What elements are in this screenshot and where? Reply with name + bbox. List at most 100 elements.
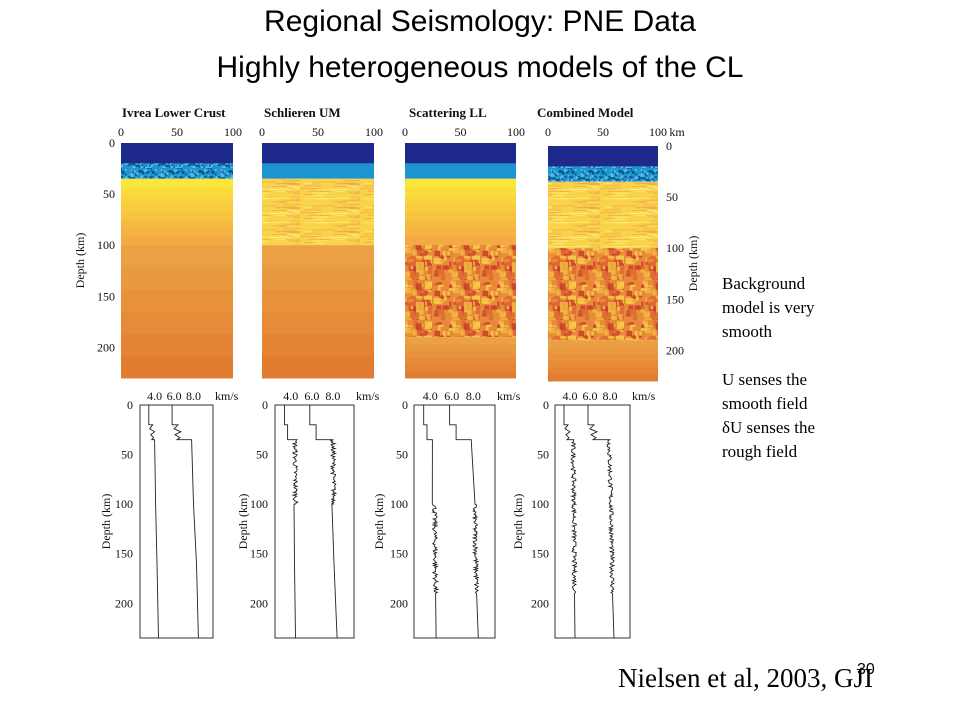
model-layer bbox=[121, 228, 233, 238]
model-layer bbox=[405, 228, 516, 238]
model-layer bbox=[405, 371, 516, 379]
y-tick-label: 150 bbox=[250, 547, 268, 561]
model-layer bbox=[548, 346, 658, 355]
y-tick-label: 0 bbox=[127, 398, 133, 412]
y-tick-label: 150 bbox=[666, 292, 684, 306]
model-layer bbox=[121, 245, 233, 268]
x-unit-label: km/s bbox=[497, 389, 521, 403]
model-layer bbox=[121, 211, 233, 221]
model-layer bbox=[405, 236, 516, 246]
model-layer bbox=[548, 367, 658, 375]
y-tick-label: 200 bbox=[390, 596, 408, 610]
model-layer bbox=[262, 163, 374, 179]
x-tick-label: 50 bbox=[171, 125, 183, 139]
x-tick-label: 4.0 bbox=[423, 389, 438, 403]
x-tick-label: 6.0 bbox=[304, 389, 319, 403]
y-tick-label: 200 bbox=[97, 340, 115, 354]
model-layer bbox=[405, 178, 516, 188]
model-layer bbox=[548, 248, 658, 341]
model-layer bbox=[262, 143, 374, 164]
model-layer bbox=[405, 187, 516, 196]
y-tick-label: 100 bbox=[250, 497, 268, 511]
plot-frame bbox=[139, 404, 214, 639]
model-layer bbox=[548, 166, 658, 182]
x-unit-label: km/s bbox=[215, 389, 239, 403]
y-tick-label: 200 bbox=[531, 596, 549, 610]
model-layer bbox=[121, 289, 233, 313]
citation: Nielsen et al, 2003, GJI bbox=[618, 663, 873, 693]
model-layer bbox=[262, 289, 374, 313]
y-tick-label: 100 bbox=[666, 241, 684, 255]
model-layer bbox=[405, 195, 516, 205]
y-tick-label: 50 bbox=[666, 190, 678, 204]
model-layer bbox=[262, 245, 374, 268]
model-layer bbox=[121, 311, 233, 335]
model-layer bbox=[548, 181, 658, 249]
x-tick-label: 6.0 bbox=[583, 389, 598, 403]
model-layer bbox=[548, 353, 658, 362]
y-tick-label: 200 bbox=[666, 343, 684, 357]
y-tick-label: 150 bbox=[97, 289, 115, 303]
velocity-profile-p bbox=[309, 405, 338, 639]
model-layer bbox=[405, 343, 516, 352]
y-tick-label: 0 bbox=[109, 136, 115, 150]
x-tick-label: 4.0 bbox=[563, 389, 578, 403]
velocity-profile-p bbox=[587, 405, 616, 639]
y-tick-label: 150 bbox=[390, 547, 408, 561]
y-tick-label: 200 bbox=[250, 596, 268, 610]
y-tick-label: 50 bbox=[396, 448, 408, 462]
note-line: smooth field bbox=[722, 394, 808, 413]
y-axis-label: Depth (km) bbox=[236, 494, 250, 550]
model-layer bbox=[405, 220, 516, 230]
model-layer bbox=[121, 163, 233, 179]
model-layer bbox=[405, 163, 516, 179]
velocity-profile-p bbox=[171, 405, 199, 639]
x-tick-label: 0 bbox=[118, 125, 124, 139]
x-tick-label: 6.0 bbox=[167, 389, 182, 403]
note-line: Background bbox=[722, 274, 806, 293]
model-layer bbox=[121, 187, 233, 196]
y-tick-label: 100 bbox=[115, 497, 133, 511]
x-unit-label: km bbox=[669, 125, 685, 139]
note-line: rough field bbox=[722, 442, 798, 461]
model-layer bbox=[262, 311, 374, 335]
y-tick-label: 0 bbox=[543, 398, 549, 412]
x-tick-label: 100 bbox=[649, 125, 667, 139]
x-tick-label: 100 bbox=[224, 125, 242, 139]
model-layer bbox=[548, 360, 658, 368]
slide-title-line2: Highly heterogeneous models of the CL bbox=[216, 51, 744, 84]
model-layer bbox=[405, 337, 516, 345]
x-tick-label: 8.0 bbox=[325, 389, 340, 403]
y-tick-label: 50 bbox=[256, 448, 268, 462]
velocity-profile-s bbox=[148, 405, 159, 639]
x-tick-label: 6.0 bbox=[444, 389, 459, 403]
x-tick-label: 100 bbox=[507, 125, 525, 139]
plot-frame bbox=[274, 404, 355, 639]
x-unit-label: km/s bbox=[356, 389, 380, 403]
y-axis-label: Depth (km) bbox=[511, 494, 525, 550]
y-tick-label: 150 bbox=[531, 547, 549, 561]
y-tick-label: 0 bbox=[262, 398, 268, 412]
model-layer bbox=[121, 220, 233, 230]
velocity-profile-s bbox=[563, 405, 579, 639]
model-layer bbox=[262, 178, 374, 246]
velocity-profile-s bbox=[423, 405, 440, 639]
y-axis-label: Depth (km) bbox=[686, 236, 700, 292]
model-layer bbox=[262, 267, 374, 290]
model-layer bbox=[121, 333, 233, 357]
model-layer bbox=[548, 374, 658, 382]
velocity-profile-p bbox=[449, 405, 480, 639]
y-tick-label: 50 bbox=[103, 187, 115, 201]
panel-title: Ivrea Lower Crust bbox=[122, 105, 226, 120]
x-tick-label: 0 bbox=[402, 125, 408, 139]
x-tick-label: 0 bbox=[259, 125, 265, 139]
x-tick-label: 50 bbox=[597, 125, 609, 139]
model-layer bbox=[121, 195, 233, 205]
model-layer bbox=[548, 340, 658, 348]
x-tick-label: 50 bbox=[455, 125, 467, 139]
model-layer bbox=[262, 355, 374, 379]
model-layer bbox=[405, 211, 516, 221]
x-tick-label: 100 bbox=[365, 125, 383, 139]
y-tick-label: 0 bbox=[666, 139, 672, 153]
y-tick-label: 0 bbox=[402, 398, 408, 412]
